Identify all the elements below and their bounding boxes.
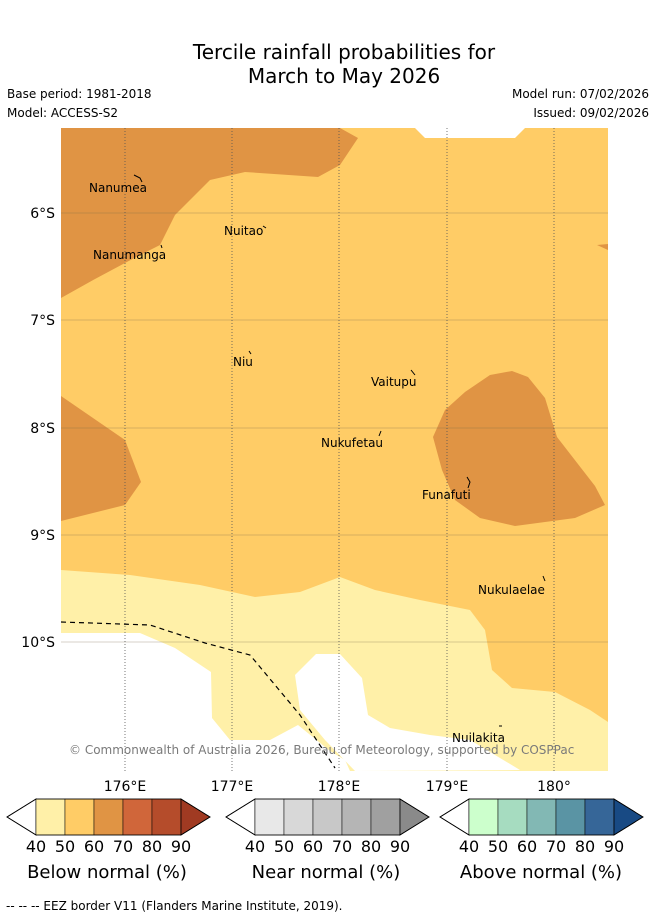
- colorbar-below-max-extension: [180, 798, 211, 836]
- colorbar-below-min-extension: [6, 798, 37, 836]
- island-label-nuitao: Nuitao: [224, 224, 263, 238]
- island-label-nukulaelae: Nukulaelae: [478, 583, 545, 597]
- map-field: [61, 128, 608, 771]
- colorbar-below-tick-70: 70: [112, 837, 134, 856]
- colorbar-near-tick-80: 80: [360, 837, 382, 856]
- colorbar-near-tick-50: 50: [273, 837, 295, 856]
- colorbar-title-near: Near normal (%): [251, 862, 401, 883]
- colorbar-near-segment: [370, 798, 401, 836]
- colorbar-near-tick-60: 60: [302, 837, 324, 856]
- colorbar-near-segment: [254, 798, 285, 836]
- colorbar-below-tick-40: 40: [25, 837, 47, 856]
- colorbar-above-tick-60: 60: [516, 837, 538, 856]
- lat-label-7s: 7°S: [30, 313, 55, 329]
- colorbar-near-outline: [225, 798, 430, 836]
- model-name: Model: ACCESS-S2: [7, 106, 119, 120]
- lon-label-176e: 176°E: [104, 779, 147, 795]
- colorbar-below-tick-50: 50: [54, 837, 76, 856]
- colorbar-above-tick-80: 80: [574, 837, 596, 856]
- lat-label-6s: 6°S: [30, 206, 55, 222]
- colorbar-title-below: Below normal (%): [27, 862, 187, 883]
- model-run: Model run: 07/02/2026: [511, 87, 649, 101]
- colorbar-above-segment: [468, 798, 499, 836]
- region-below-60-edge: [597, 244, 608, 250]
- colorbar-below-segment: [151, 798, 182, 836]
- island-label-nanumea: Nanumea: [89, 181, 147, 195]
- island-label-niu: Niu: [233, 355, 253, 369]
- colorbar-below-tick-90: 90: [170, 837, 192, 856]
- island-label-nuilakita: Nuilakita: [452, 731, 505, 745]
- issued-date: Issued: 09/02/2026: [533, 106, 649, 120]
- colorbar-title-above: Above normal (%): [459, 862, 623, 883]
- colorbar-above-outline: [439, 798, 644, 836]
- colorbar-near-segment: [283, 798, 314, 836]
- colorbar-above-tick-40: 40: [458, 837, 480, 856]
- island-label-funafuti: Funafuti: [422, 488, 471, 502]
- region-no-signal-south-central: [295, 654, 520, 771]
- region-below-60-east: [433, 371, 605, 526]
- colorbar-near-tick-70: 70: [331, 837, 353, 856]
- base-period: Base period: 1981-2018: [7, 87, 152, 101]
- copyright-notice: © Commonwealth of Australia 2026, Bureau…: [69, 743, 574, 757]
- eez-footnote: -- -- -- EEZ border V11 (Flanders Marine…: [6, 899, 343, 913]
- lon-label-179e: 179°E: [426, 779, 469, 795]
- title-line-1: Tercile rainfall probabilities for: [192, 40, 496, 64]
- colorbar-below-segment: [122, 798, 153, 836]
- colorbar-above-segment: [497, 798, 528, 836]
- forecast-map: Nanumea Nuitao Nanumanga Niu Vaitupu Nuk…: [21, 128, 608, 795]
- colorbar-above-segment: [584, 798, 615, 836]
- colorbar-above-min-extension: [439, 798, 470, 836]
- colorbar-near-tick-40: 40: [244, 837, 266, 856]
- colorbar-near-min-extension: [225, 798, 256, 836]
- region-below-60-west: [61, 396, 141, 521]
- colorbar-near-segment: [312, 798, 343, 836]
- colorbar-below-tick-80: 80: [141, 837, 163, 856]
- lat-label-10s: 10°S: [21, 635, 55, 651]
- colorbar-above-segment: [526, 798, 557, 836]
- colorbar-above-tick-50: 50: [487, 837, 509, 856]
- lat-label-8s: 8°S: [30, 421, 55, 437]
- lon-label-177e: 177°E: [211, 779, 254, 795]
- region-below-60-northwest: [61, 128, 358, 298]
- island-label-nukufetau: Nukufetau: [321, 436, 383, 450]
- region-no-signal-south-west: [61, 633, 350, 771]
- map-title: Tercile rainfall probabilities for March…: [0, 40, 655, 88]
- colorbar-below-segment: [93, 798, 124, 836]
- colorbar-below-outline: [6, 798, 211, 836]
- lon-label-178e: 178°E: [318, 779, 361, 795]
- colorbar-strip: [6, 798, 644, 836]
- title-line-2: March to May 2026: [247, 64, 441, 88]
- region-no-signal-top: [415, 128, 525, 138]
- colorbar-above-tick-90: 90: [603, 837, 625, 856]
- lon-label-180: 180°: [537, 779, 571, 795]
- colorbar-near-max-extension: [399, 798, 430, 836]
- colorbar-near-tick-90: 90: [389, 837, 411, 856]
- colorbar-below-tick-60: 60: [83, 837, 105, 856]
- eez-border-line: [61, 621, 336, 769]
- island-label-nanumanga: Nanumanga: [93, 248, 166, 262]
- colorbar-above-tick-70: 70: [545, 837, 567, 856]
- island-label-vaitupu: Vaitupu: [371, 375, 417, 389]
- lat-label-9s: 9°S: [30, 528, 55, 544]
- island-shapes: [133, 174, 546, 727]
- colorbar-below-segment: [64, 798, 95, 836]
- colorbar-near-segment: [341, 798, 372, 836]
- colorbar-below-segment: [35, 798, 66, 836]
- colorbar-above-max-extension: [613, 798, 644, 836]
- colorbar-above-segment: [555, 798, 586, 836]
